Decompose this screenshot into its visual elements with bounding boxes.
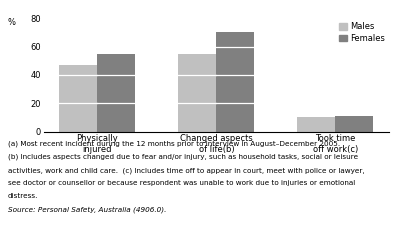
Bar: [297, 118, 335, 132]
Text: activities, work and child care.  (c) Includes time off to appear in court, meet: activities, work and child care. (c) Inc…: [8, 167, 364, 174]
Bar: [216, 32, 254, 132]
Bar: [335, 116, 373, 132]
Text: distress.: distress.: [8, 193, 39, 199]
Legend: Males, Females: Males, Females: [339, 22, 385, 43]
Bar: [178, 54, 216, 132]
Text: (a) Most recent incident during the 12 months prior to interview in August–Decem: (a) Most recent incident during the 12 m…: [8, 141, 340, 147]
Text: %: %: [8, 18, 16, 27]
Text: (b) Includes aspects changed due to fear and/or injury, such as household tasks,: (b) Includes aspects changed due to fear…: [8, 154, 358, 160]
Bar: [97, 54, 135, 132]
Bar: [60, 65, 97, 132]
Text: see doctor or counsellor or because respondent was unable to work due to injurie: see doctor or counsellor or because resp…: [8, 180, 355, 186]
Text: Source: Personal Safety, Australia (4906.0).: Source: Personal Safety, Australia (4906…: [8, 207, 166, 213]
